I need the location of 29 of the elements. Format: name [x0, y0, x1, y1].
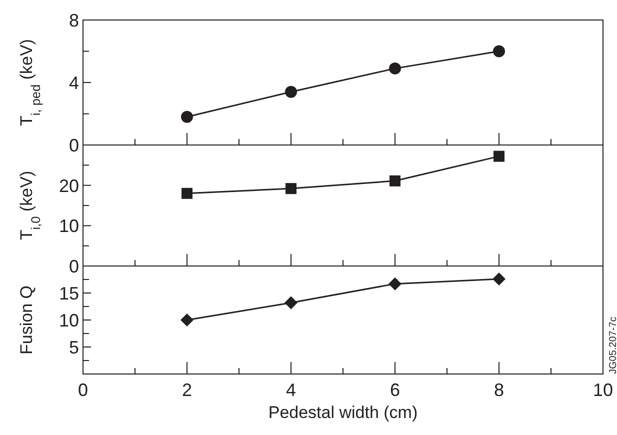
x-tick-label: 10 [592, 380, 614, 400]
x-tick-label: 6 [390, 380, 400, 400]
text: JG05.207-7c [608, 316, 617, 374]
point [492, 272, 506, 286]
point [388, 277, 402, 290]
y-tick-label: 10 [58, 216, 79, 236]
point [390, 175, 400, 186]
y-tick-label: 20 [58, 176, 79, 196]
point [182, 188, 192, 199]
y-tick-label: 15 [58, 283, 79, 304]
x-tick-label: 8 [494, 380, 504, 400]
x-tick-label: 4 [286, 380, 296, 400]
y-tick-label: 5 [68, 337, 79, 358]
y-tick-label: 0 [68, 135, 79, 156]
point [284, 296, 298, 310]
y-tick-label: 8 [68, 10, 79, 30]
point [389, 62, 401, 74]
point [286, 183, 296, 194]
y-tick-label: 10 [58, 310, 79, 330]
y-tick-label: 4 [68, 72, 79, 93]
point [494, 150, 504, 162]
y-tick-label: 0 [68, 256, 79, 276]
x-tick-label: 2 [182, 380, 192, 400]
point [493, 45, 505, 58]
point [180, 314, 194, 326]
y-axis-title: Fusion Q [17, 286, 36, 354]
point [285, 86, 297, 98]
point [181, 110, 193, 123]
x-axis-title: Pedestal width (cm) [268, 403, 418, 422]
